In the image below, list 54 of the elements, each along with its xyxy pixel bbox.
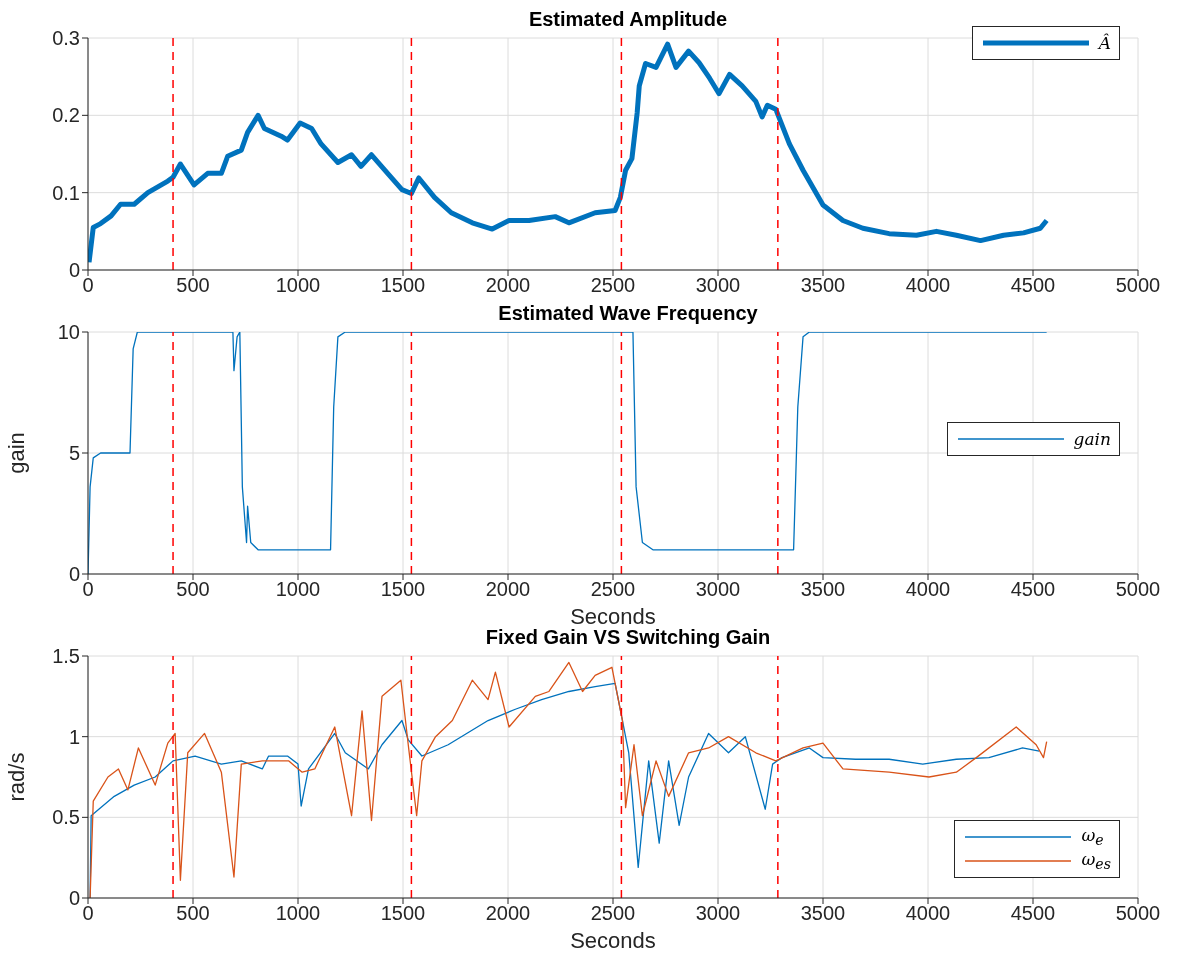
y-tick-label: 10 [57, 321, 80, 344]
x-tick-label: 3500 [800, 274, 846, 297]
y-tick-label: 0.3 [52, 27, 80, 50]
x-tick-label: 2500 [590, 578, 636, 601]
x-tick-label: 1000 [275, 902, 321, 925]
chart-title: Fixed Gain VS Switching Gain [485, 626, 771, 648]
x-tick-label: 1000 [275, 274, 321, 297]
y-tick-label: 0.1 [52, 181, 80, 204]
x-tick-label: 2000 [485, 274, 531, 297]
y-tick-label: 5 [68, 442, 80, 465]
y-tick-label: 0.2 [52, 104, 80, 127]
x-tick-label: 3000 [695, 578, 741, 601]
x-tick-label: 3500 [800, 902, 846, 925]
x-tick-label: 4500 [1010, 902, 1056, 925]
x-tick-label: 3000 [695, 274, 741, 297]
x-tick-label: 3500 [800, 578, 846, 601]
x-tick-label: 4500 [1010, 274, 1056, 297]
y-tick-label: 0 [68, 563, 80, 586]
x-axis-title: Seconds [570, 604, 656, 629]
y-axis-title: rad/s [3, 752, 29, 802]
x-tick-label: 0 [82, 902, 94, 925]
y-tick-label: 0.5 [52, 806, 80, 829]
legend-box: gain [946, 422, 1120, 456]
x-tick-label: 2000 [485, 902, 531, 925]
x-tick-label: 3000 [695, 902, 741, 925]
x-tick-label: 500 [176, 274, 210, 297]
y-tick-label: 1.5 [52, 645, 80, 668]
x-tick-label: 0 [82, 578, 94, 601]
x-tick-label: 1500 [380, 902, 426, 925]
y-tick-label: 0 [68, 887, 80, 910]
x-tick-label: 2500 [590, 902, 636, 925]
legend-box: Â [971, 26, 1120, 60]
x-tick-label: 500 [176, 578, 210, 601]
x-tick-label: 4000 [905, 578, 951, 601]
x-tick-label: 0 [82, 274, 94, 297]
x-tick-label: 1500 [380, 578, 426, 601]
x-tick-label: 500 [176, 902, 210, 925]
x-tick-label: 4000 [905, 274, 951, 297]
x-tick-label: 4000 [905, 902, 951, 925]
x-tick-label: 5000 [1115, 902, 1161, 925]
legend-box: ω$_{e}$ ω$_{es}$ [954, 820, 1120, 878]
y-tick-label: 0 [68, 259, 80, 282]
x-tick-label: 4500 [1010, 578, 1056, 601]
x-tick-label: 2500 [590, 274, 636, 297]
x-tick-label: 1500 [380, 274, 426, 297]
chart-title: Estimated Amplitude [528, 8, 728, 30]
x-axis-title: Seconds [570, 928, 656, 953]
chart-title: Estimated Wave Frequency [498, 302, 758, 324]
y-tick-label: 1 [68, 725, 80, 748]
x-tick-label: 1000 [275, 578, 321, 601]
x-tick-label: 5000 [1115, 274, 1161, 297]
x-tick-label: 5000 [1115, 578, 1161, 601]
x-tick-label: 2000 [485, 578, 531, 601]
y-axis-title: gain [3, 432, 29, 474]
